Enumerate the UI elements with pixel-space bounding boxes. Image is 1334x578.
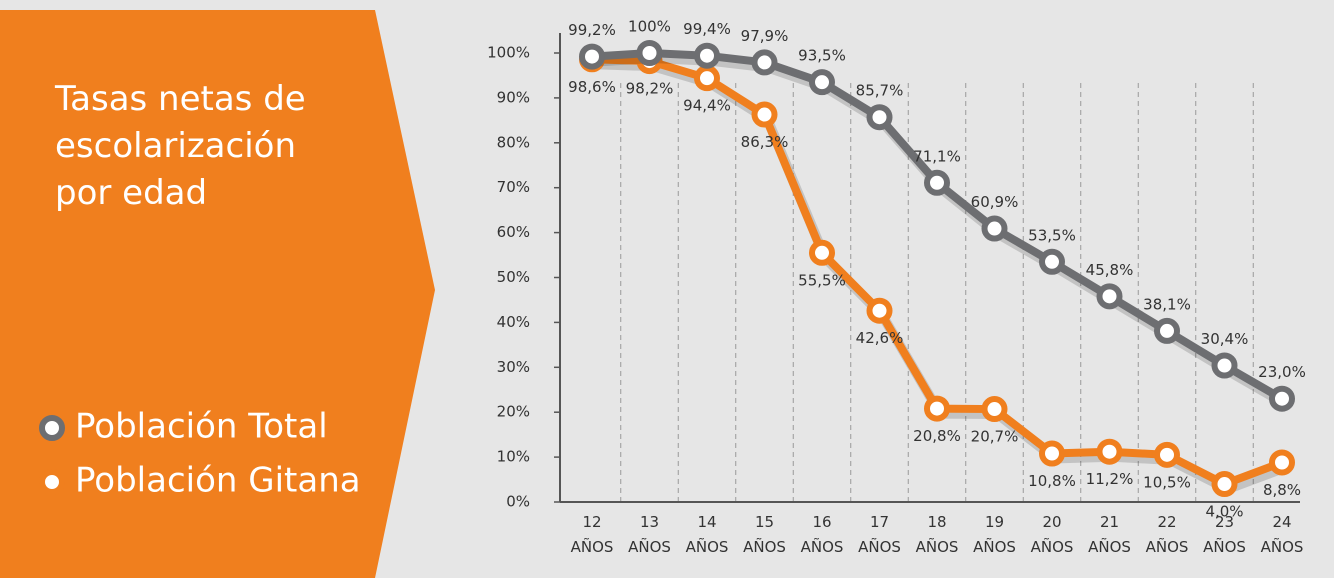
- y-tick-label: 20%: [497, 403, 530, 421]
- data-label: 38,1%: [1143, 295, 1191, 313]
- point: [579, 43, 605, 70]
- point: [694, 42, 720, 69]
- data-label: 98,6%: [568, 78, 616, 96]
- point: [1269, 385, 1295, 412]
- data-label: 97,9%: [741, 27, 789, 45]
- x-tick-label: 19 AÑOS: [973, 513, 1016, 556]
- data-label: 60,9%: [971, 193, 1019, 211]
- y-tick-label: 90%: [497, 88, 530, 106]
- point: [866, 104, 893, 131]
- panel: Tasas netas de escolarización por edad Pob…: [39, 79, 361, 501]
- side-panel: [0, 10, 435, 578]
- data-label: 99,2%: [568, 21, 616, 39]
- point: [636, 40, 663, 66]
- point: [981, 215, 1008, 242]
- data-label: 85,7%: [856, 82, 904, 100]
- legend-label: Población Gitana: [75, 461, 361, 501]
- x-tick-label: 21 AÑOS: [1088, 513, 1131, 556]
- data-label: 99,4%: [683, 20, 731, 38]
- data-label: 4,0%: [1205, 503, 1243, 521]
- point: [809, 239, 835, 266]
- x-tick-label: 24 AÑOS: [1261, 513, 1304, 556]
- point: [1039, 440, 1065, 467]
- x-tick-label: 17 AÑOS: [858, 513, 901, 556]
- y-tick-label: 100%: [487, 44, 530, 62]
- point: [981, 396, 1008, 423]
- data-label: 100%: [628, 18, 671, 36]
- point: [1039, 248, 1065, 275]
- point: [1269, 449, 1295, 476]
- point: [1096, 438, 1123, 465]
- y-tick-label: 0%: [506, 493, 530, 511]
- y-tick-label: 40%: [497, 313, 530, 331]
- x-tick-label: 15 AÑOS: [743, 513, 786, 556]
- legend-label: Población Total: [75, 407, 328, 447]
- point: [1211, 471, 1238, 498]
- data-label: 86,3%: [741, 133, 789, 151]
- x-tick-label: 12 AÑOS: [571, 513, 614, 556]
- point: [1154, 317, 1180, 344]
- data-label: 45,8%: [1086, 261, 1134, 279]
- data-label: 98,2%: [626, 80, 674, 98]
- y-tick-label: 60%: [497, 223, 530, 241]
- data-label: 8,8%: [1263, 481, 1301, 499]
- data-label: 94,4%: [683, 97, 731, 115]
- point: [866, 297, 893, 324]
- data-label: 20,7%: [971, 428, 1019, 446]
- point: [1096, 283, 1123, 310]
- data-label: 30,4%: [1201, 330, 1249, 348]
- y-tick-label: 50%: [497, 268, 530, 286]
- y-tick-label: 70%: [497, 178, 530, 196]
- data-label: 53,5%: [1028, 226, 1076, 244]
- y-tick-label: 80%: [497, 133, 530, 151]
- x-tick-label: 14 AÑOS: [686, 513, 729, 556]
- data-label: 71,1%: [913, 147, 961, 165]
- legend-marker: [39, 415, 65, 441]
- point: [694, 65, 720, 92]
- data-label: 23,0%: [1258, 363, 1306, 381]
- point: [1154, 441, 1180, 468]
- data-label: 20,8%: [913, 427, 961, 445]
- point: [751, 49, 778, 76]
- data-label: 93,5%: [798, 47, 846, 65]
- x-tick-label: 20 AÑOS: [1031, 513, 1074, 556]
- point: [809, 69, 835, 96]
- legend-marker: [39, 469, 65, 495]
- data-label: 10,8%: [1028, 472, 1076, 490]
- x-tick-label: 18 AÑOS: [916, 513, 959, 556]
- chart-title: Tasas netas de escolarización por edad: [54, 79, 306, 213]
- y-tick-label: 30%: [497, 358, 530, 376]
- x-tick-label: 13 AÑOS: [628, 513, 671, 556]
- point: [924, 395, 950, 422]
- data-label: 55,5%: [798, 271, 846, 289]
- data-label: 42,6%: [856, 329, 904, 347]
- point: [1211, 352, 1238, 379]
- x-tick-label: 16 AÑOS: [801, 513, 844, 556]
- x-tick-label: 23 AÑOS: [1203, 513, 1246, 556]
- data-label: 11,2%: [1086, 470, 1134, 488]
- x-tick-label: 22 AÑOS: [1146, 513, 1189, 556]
- point: [924, 169, 950, 196]
- point: [751, 101, 778, 128]
- y-tick-label: 10%: [497, 448, 530, 466]
- data-label: 10,5%: [1143, 473, 1191, 491]
